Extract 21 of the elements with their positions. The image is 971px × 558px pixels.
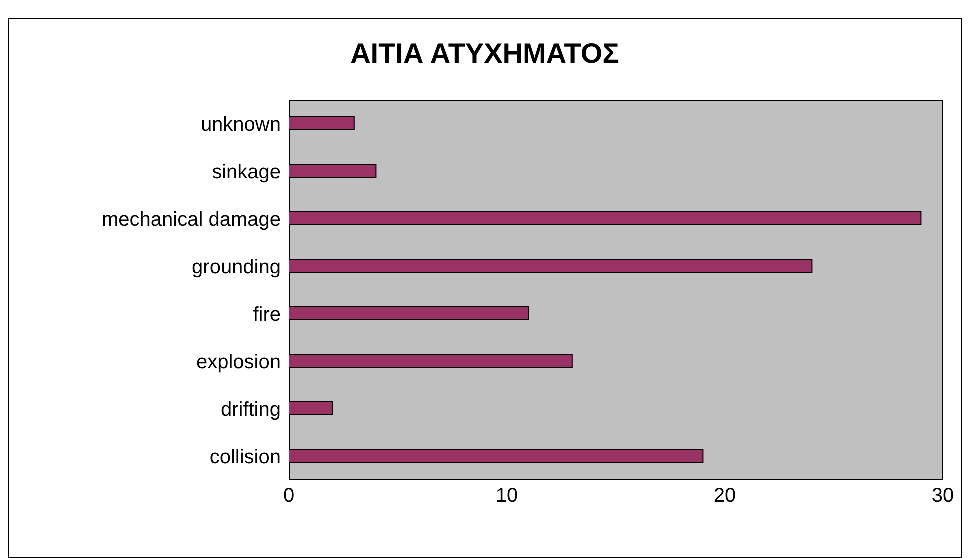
bar bbox=[289, 402, 334, 416]
y-tick-label: mechanical damage bbox=[102, 208, 281, 231]
y-tick-label: collision bbox=[210, 446, 281, 468]
chart-title: ΑΙΤΙΑ ΑΤΥΧΗΜΑΤΟΣ bbox=[350, 38, 620, 70]
x-tick-label: 30 bbox=[932, 485, 954, 508]
bar bbox=[289, 212, 922, 226]
y-tick-label: unknown bbox=[200, 114, 281, 136]
bar bbox=[289, 449, 704, 463]
y-tick-label: sinkage bbox=[212, 161, 281, 184]
bar bbox=[289, 306, 530, 320]
bar bbox=[289, 259, 813, 273]
x-tick-label: 20 bbox=[714, 485, 736, 508]
bar bbox=[289, 164, 377, 178]
bar bbox=[289, 354, 573, 368]
bar bbox=[289, 116, 355, 130]
y-tick-label: grounding bbox=[192, 256, 281, 278]
y-tick-label: drifting bbox=[220, 398, 281, 421]
y-tick-label: explosion bbox=[196, 351, 281, 374]
x-tick-label: 0 bbox=[283, 485, 295, 508]
x-tick-label: 10 bbox=[496, 485, 518, 508]
y-tick-label: fire bbox=[253, 304, 281, 326]
